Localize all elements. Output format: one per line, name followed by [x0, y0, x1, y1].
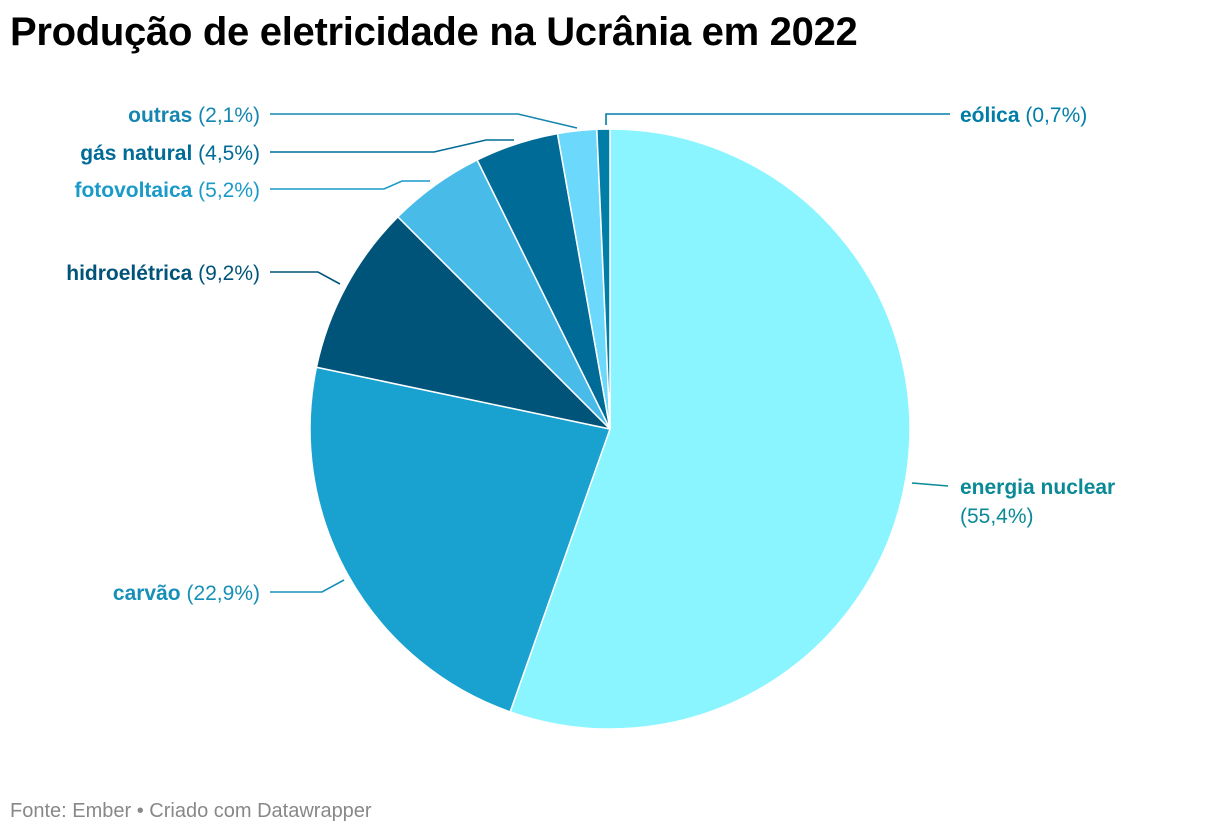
slice-label: carvão (22,9%) [113, 582, 260, 605]
slice-label: gás natural (4,5%) [80, 142, 260, 165]
slice-label-value: (22,9%) [181, 582, 260, 605]
slice-label-name: outras [128, 104, 192, 127]
slice-label: outras (2,1%) [128, 104, 260, 127]
leader-line [270, 139, 514, 153]
slice-label-value: (4,5%) [192, 142, 260, 165]
leader-line [270, 579, 345, 593]
slice-label-value: (2,1%) [192, 104, 260, 127]
slice-label-value: (5,2%) [192, 179, 260, 202]
source-footer: Fonte: Ember • Criado com Datawrapper [10, 800, 372, 822]
slice-label: fotovoltaica (5,2%) [74, 179, 260, 202]
pie-slice [309, 366, 611, 713]
slice-label-name: energia nuclear [960, 476, 1115, 499]
leader-line [270, 113, 578, 129]
slice-label-value: (0,7%) [1020, 104, 1088, 127]
pie-slice [596, 128, 611, 430]
leader-line [911, 482, 949, 487]
leader-line [270, 271, 341, 285]
slice-label: energia nuclear (55,4%) [960, 476, 1115, 528]
slice-labels: energia nuclear (55,4%) carvão (22,9%) hidr… [66, 104, 1115, 605]
slice-label-name: eólica [960, 104, 1020, 127]
leader-line [270, 180, 430, 190]
chart-title: Produção de eletricidade na Ucrânia em 2… [10, 10, 858, 54]
pie-slices [309, 128, 911, 730]
leader-line [605, 113, 950, 125]
slice-label-name: fotovoltaica [74, 179, 192, 202]
slice-label-value: (9,2%) [192, 262, 260, 285]
slice-label: eólica (0,7%) [960, 104, 1087, 127]
pie-slice [315, 216, 611, 430]
slice-label-value: (55,4%) [960, 505, 1034, 528]
slice-label-name: carvão [113, 582, 181, 605]
slice-label: hidroelétrica (9,2%) [66, 262, 260, 285]
slice-label-name: hidroelétrica [66, 262, 192, 285]
leader-lines [270, 113, 950, 593]
slice-label-name: gás natural [80, 142, 192, 165]
